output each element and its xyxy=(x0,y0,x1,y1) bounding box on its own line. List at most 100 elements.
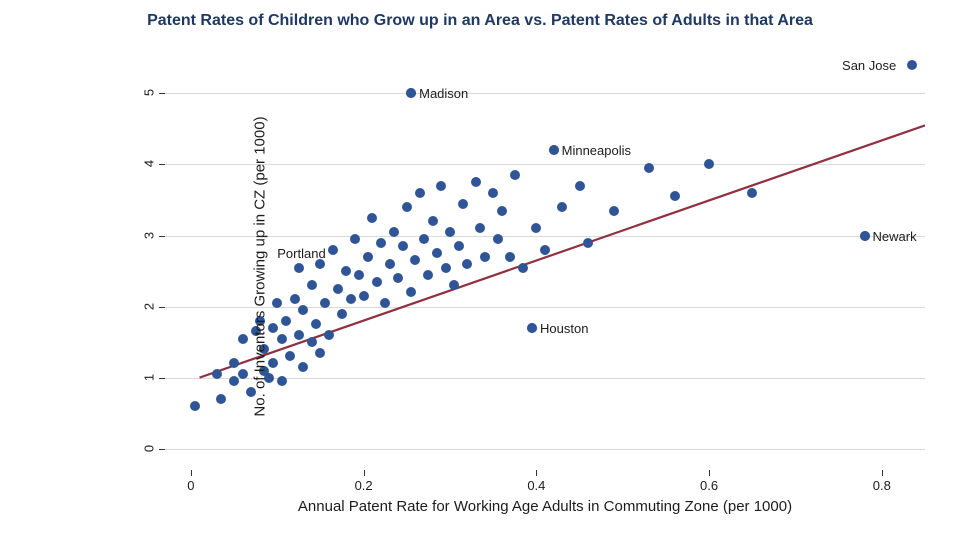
scatter-point xyxy=(493,234,503,244)
scatter-point xyxy=(328,245,338,255)
scatter-point xyxy=(268,358,278,368)
scatter-point xyxy=(419,234,429,244)
annotation-label: Houston xyxy=(540,321,588,336)
scatter-point xyxy=(346,294,356,304)
scatter-point xyxy=(575,181,585,191)
scatter-point xyxy=(238,334,248,344)
scatter-point xyxy=(531,223,541,233)
scatter-point xyxy=(475,223,485,233)
chart-title: Patent Rates of Children who Grow up in … xyxy=(0,12,960,30)
scatter-point xyxy=(406,287,416,297)
scatter-point xyxy=(315,348,325,358)
scatter-point xyxy=(376,238,386,248)
scatter-point xyxy=(436,181,446,191)
scatter-point xyxy=(337,309,347,319)
annotation-label: Minneapolis xyxy=(562,143,631,158)
y-tick-label: 3 xyxy=(142,227,157,243)
scatter-point xyxy=(229,358,239,368)
scatter-point xyxy=(449,280,459,290)
x-tick xyxy=(191,470,192,476)
scatter-point xyxy=(307,280,317,290)
scatter-point xyxy=(540,245,550,255)
scatter-point xyxy=(510,170,520,180)
scatter-point xyxy=(298,305,308,315)
scatter-point xyxy=(298,362,308,372)
scatter-point xyxy=(333,284,343,294)
scatter-point xyxy=(704,159,714,169)
scatter-point xyxy=(311,319,321,329)
y-tick-label: 4 xyxy=(142,156,157,172)
scatter-point xyxy=(294,330,304,340)
x-tick-label: 0.6 xyxy=(689,478,729,493)
plot-area: 01234500.20.40.60.8San JoseMadisonMinnea… xyxy=(165,65,925,470)
scatter-point xyxy=(272,298,282,308)
scatter-point xyxy=(372,277,382,287)
annotation-label: Newark xyxy=(873,229,917,244)
scatter-point xyxy=(341,266,351,276)
scatter-point xyxy=(238,369,248,379)
scatter-point xyxy=(428,216,438,226)
scatter-point xyxy=(398,241,408,251)
scatter-point xyxy=(277,334,287,344)
x-tick-label: 0.2 xyxy=(344,478,384,493)
scatter-point xyxy=(609,206,619,216)
scatter-point xyxy=(583,238,593,248)
scatter-point xyxy=(402,202,412,212)
annotation-marker xyxy=(527,323,537,333)
x-axis-label: Annual Patent Rate for Working Age Adult… xyxy=(165,498,925,515)
scatter-point xyxy=(518,263,528,273)
x-tick xyxy=(882,470,883,476)
y-tick-label: 0 xyxy=(142,440,157,456)
scatter-point xyxy=(380,298,390,308)
scatter-point xyxy=(190,401,200,411)
scatter-point xyxy=(454,241,464,251)
scatter-point xyxy=(415,188,425,198)
scatter-point xyxy=(747,188,757,198)
x-tick xyxy=(709,470,710,476)
scatter-point xyxy=(410,255,420,265)
scatter-point xyxy=(670,191,680,201)
scatter-point xyxy=(445,227,455,237)
x-tick-label: 0.8 xyxy=(862,478,902,493)
scatter-point xyxy=(423,270,433,280)
y-tick-label: 1 xyxy=(142,369,157,385)
annotation-marker xyxy=(860,231,870,241)
scatter-point xyxy=(320,298,330,308)
trend-line xyxy=(165,65,925,470)
annotation-marker xyxy=(907,60,917,70)
scatter-point xyxy=(497,206,507,216)
scatter-point xyxy=(290,294,300,304)
scatter-point xyxy=(216,394,226,404)
x-tick-label: 0 xyxy=(171,478,211,493)
x-tick xyxy=(364,470,365,476)
scatter-point xyxy=(471,177,481,187)
x-tick xyxy=(536,470,537,476)
annotation-label: Portland xyxy=(277,246,325,261)
annotation-marker xyxy=(549,145,559,155)
y-axis-label: No. of Inventors Growing up in CZ (per 1… xyxy=(252,116,269,416)
scatter-point xyxy=(354,270,364,280)
scatter-point xyxy=(385,259,395,269)
scatter-point xyxy=(294,263,304,273)
annotation-label: Madison xyxy=(419,86,468,101)
scatter-point xyxy=(432,248,442,258)
scatter-point xyxy=(268,323,278,333)
y-tick-label: 5 xyxy=(142,85,157,101)
y-tick-label: 2 xyxy=(142,298,157,314)
x-tick-label: 0.4 xyxy=(516,478,556,493)
scatter-point xyxy=(462,259,472,269)
scatter-point xyxy=(277,376,287,386)
scatter-point xyxy=(393,273,403,283)
scatter-point xyxy=(389,227,399,237)
scatter-point xyxy=(367,213,377,223)
scatter-point xyxy=(480,252,490,262)
scatter-point xyxy=(212,369,222,379)
scatter-point xyxy=(505,252,515,262)
annotation-marker xyxy=(406,88,416,98)
chart-container: { "title": { "text": "Patent Rates of Ch… xyxy=(0,0,960,540)
scatter-point xyxy=(359,291,369,301)
scatter-point xyxy=(441,263,451,273)
scatter-point xyxy=(350,234,360,244)
scatter-point xyxy=(307,337,317,347)
scatter-point xyxy=(229,376,239,386)
